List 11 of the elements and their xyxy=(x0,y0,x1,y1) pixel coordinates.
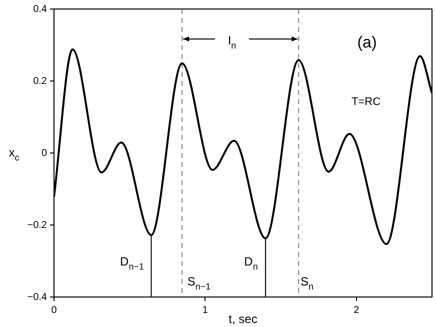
y-tick-label: −0.2 xyxy=(27,220,48,231)
x-tick-label: 2 xyxy=(354,304,360,316)
y-tick-label: 0.4 xyxy=(33,4,48,15)
y-tick-label: 0 xyxy=(41,148,48,159)
x-tick-label: 1 xyxy=(202,304,208,316)
y-tick-label: 0.2 xyxy=(33,76,48,87)
annotation: T=RC xyxy=(351,96,381,108)
y-tick-label: −0.4 xyxy=(27,292,48,303)
annotation: (a) xyxy=(357,34,377,52)
x-axis-title: t, sec xyxy=(228,312,258,326)
x-tick-label: 0 xyxy=(51,304,58,316)
